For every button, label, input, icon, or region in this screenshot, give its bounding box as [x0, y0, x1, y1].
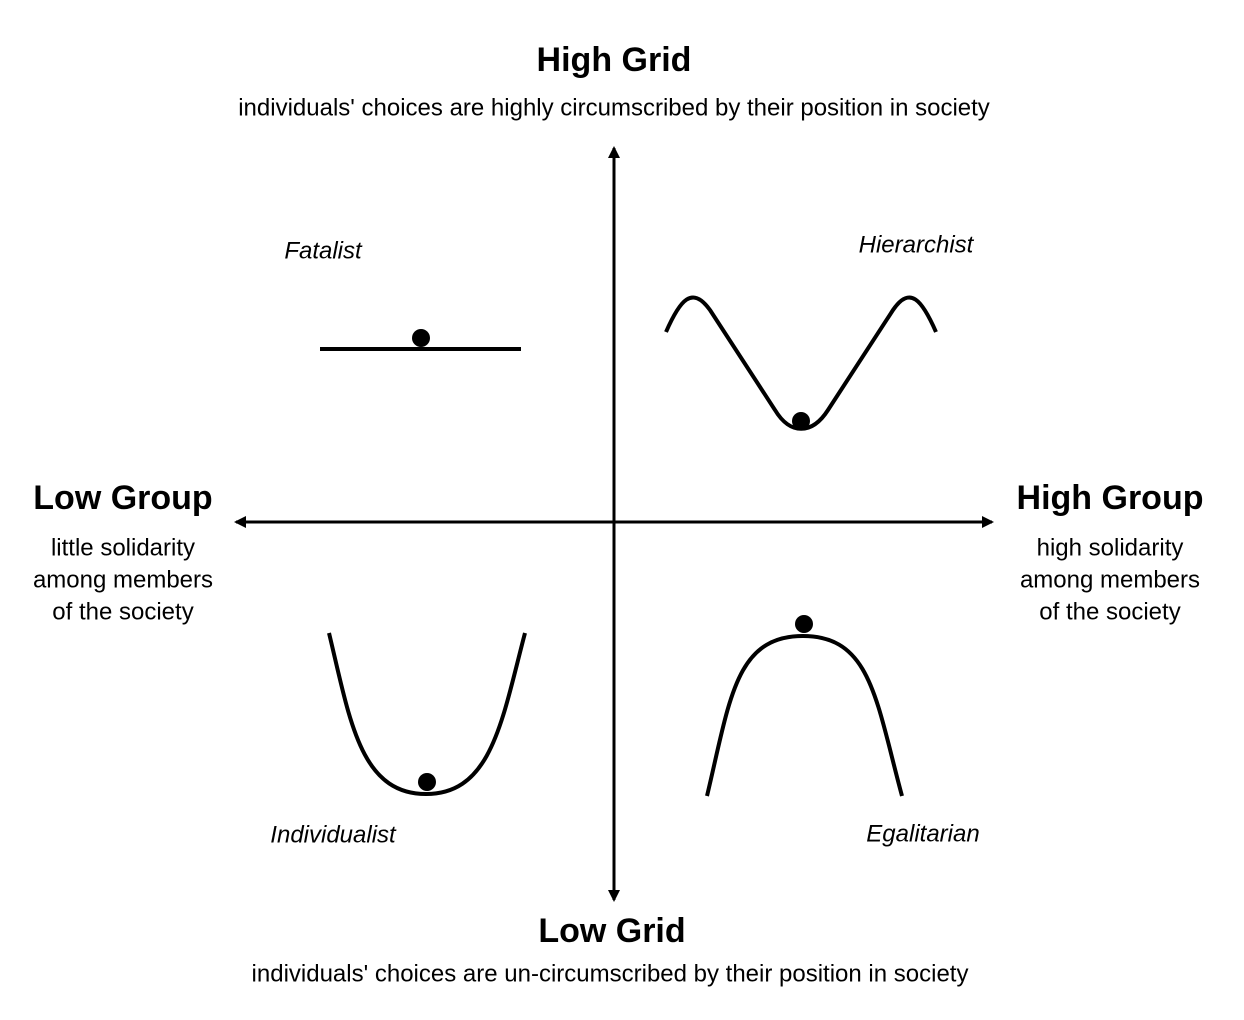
egalitarian-icon [705, 615, 904, 797]
quadrant-label: Egalitarian [866, 820, 979, 847]
left-title: Low Group [33, 479, 212, 517]
bottom-title: Low Grid [538, 912, 685, 950]
quadrant-label: Fatalist [284, 237, 363, 264]
fatalist-icon [320, 329, 521, 351]
axes [234, 146, 994, 902]
right-title: High Group [1017, 479, 1204, 517]
individualist-icon [327, 632, 527, 797]
top-title: High Grid [537, 41, 692, 79]
right-line: among members [1020, 566, 1200, 593]
left-line: among members [33, 566, 213, 593]
left-line: little solidarity [51, 534, 195, 561]
right-line: of the society [1039, 598, 1180, 625]
left-line: of the society [52, 598, 193, 625]
hierarchist-icon [664, 295, 938, 431]
top-subtitle: individuals' choices are highly circumsc… [238, 94, 990, 121]
right-line: high solidarity [1037, 534, 1184, 561]
quadrant-label: Individualist [270, 821, 397, 848]
quadrant-label: Hierarchist [859, 231, 975, 258]
bottom-subtitle: individuals' choices are un-circumscribe… [252, 960, 969, 987]
